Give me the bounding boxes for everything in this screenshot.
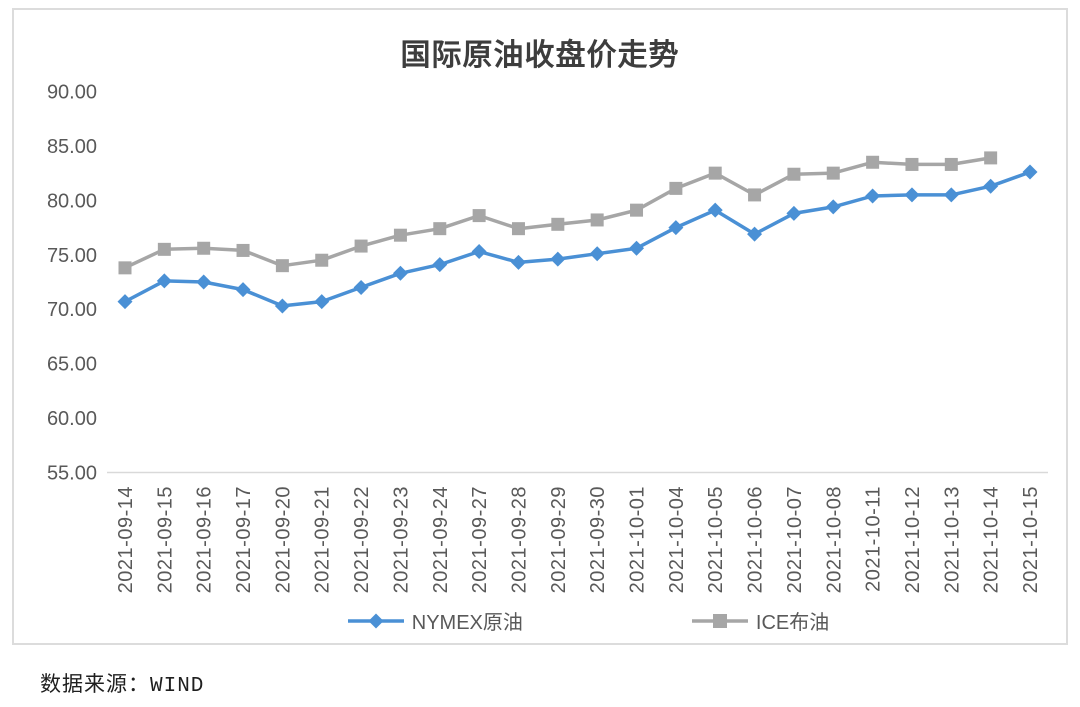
y-axis-tick-label: 55.00 xyxy=(47,463,97,485)
x-axis-tick-label: 2021-10-07 xyxy=(784,486,806,593)
data-point-marker xyxy=(590,213,604,227)
x-axis-tick-label: 2021-10-04 xyxy=(666,486,688,593)
data-point-marker xyxy=(433,222,447,236)
legend-label-ice: ICE布油 xyxy=(755,612,830,634)
y-axis-tick-label: 90.00 xyxy=(47,82,97,104)
data-point-marker xyxy=(707,202,723,218)
x-axis-tick-label: 2021-10-11 xyxy=(863,486,885,592)
nymex-line-diamond-icon xyxy=(347,613,404,628)
data-point-marker xyxy=(629,240,645,256)
x-axis-tick-label: 2021-09-21 xyxy=(312,486,334,593)
data-point-marker xyxy=(275,259,289,273)
line-chart-plot-area: 90.00 85.00 80.00 75.00 70.00 65.00 60.00 55.00… xyxy=(47,82,1048,593)
data-point-marker xyxy=(510,254,526,270)
data-point-marker xyxy=(550,251,566,267)
data-point-marker xyxy=(157,242,171,256)
data-point-marker xyxy=(432,257,448,273)
data-point-marker xyxy=(786,205,802,221)
data-point-marker xyxy=(904,187,920,203)
data-point-marker xyxy=(353,279,369,295)
series-markers-0 xyxy=(117,164,1038,314)
data-point-marker xyxy=(274,298,290,314)
data-point-marker xyxy=(392,265,408,281)
data-point-marker xyxy=(630,203,644,217)
data-point-marker xyxy=(551,217,565,231)
x-axis-tick-label: 2021-09-14 xyxy=(115,486,137,593)
series-markers-1 xyxy=(118,151,998,275)
data-point-marker xyxy=(668,220,684,236)
data-point-marker xyxy=(984,151,998,165)
data-point-marker xyxy=(708,166,722,180)
x-axis-tick-label: 2021-10-13 xyxy=(941,486,963,593)
data-point-marker xyxy=(787,167,801,181)
x-axis-labels: 2021-09-14 2021-09-15 2021-09-16 2021-09-17… xyxy=(115,486,1042,593)
data-point-marker xyxy=(825,199,841,215)
x-axis-tick-label: 2021-10-05 xyxy=(705,486,727,593)
x-axis-tick-label: 2021-10-08 xyxy=(823,486,845,593)
data-point-marker xyxy=(471,244,487,260)
data-point-marker xyxy=(865,188,881,204)
data-point-marker xyxy=(314,294,330,310)
series-line-0 xyxy=(123,170,1032,308)
data-point-marker xyxy=(472,209,486,223)
x-axis-tick-label: 2021-10-15 xyxy=(1020,486,1042,593)
data-point-marker xyxy=(669,181,683,195)
x-axis-tick-label: 2021-09-15 xyxy=(154,486,176,593)
data-point-marker xyxy=(589,246,605,262)
data-point-marker xyxy=(354,239,368,253)
data-point-marker xyxy=(826,166,840,180)
x-axis-tick-label: 2021-10-12 xyxy=(902,486,924,593)
data-point-marker xyxy=(118,261,132,275)
data-source-note: 数据来源：WIND xyxy=(40,675,205,698)
x-axis-tick-label: 2021-10-06 xyxy=(745,486,767,593)
data-point-marker xyxy=(156,273,172,289)
data-point-marker xyxy=(905,157,919,171)
data-point-marker xyxy=(866,155,880,169)
x-axis-tick-label: 2021-10-01 xyxy=(627,486,649,593)
legend-label-nymex: NYMEX原油 xyxy=(411,612,523,634)
x-axis-tick-label: 2021-09-28 xyxy=(508,486,530,593)
y-axis-tick-label: 80.00 xyxy=(47,190,97,212)
data-point-marker xyxy=(1022,164,1038,180)
data-point-marker xyxy=(944,157,958,171)
chart-title: 国际原油收盘价走势 xyxy=(400,39,680,72)
y-axis-tick-label: 85.00 xyxy=(47,136,97,158)
x-axis-tick-label: 2021-09-20 xyxy=(272,486,294,593)
data-point-marker xyxy=(236,243,250,257)
data-point-marker xyxy=(943,187,959,203)
data-point-marker xyxy=(747,226,763,242)
x-axis-tick-label: 2021-09-29 xyxy=(548,486,570,593)
data-point-marker xyxy=(196,274,212,290)
y-axis-tick-label: 70.00 xyxy=(47,299,97,321)
y-axis-tick-label: 75.00 xyxy=(47,245,97,267)
x-axis-tick-label: 2021-09-24 xyxy=(430,486,452,593)
legend-item-ice: ICE布油 xyxy=(691,606,829,635)
y-axis-tick-label: 65.00 xyxy=(47,354,97,376)
chart-border-box xyxy=(12,8,1068,645)
legend-item-nymex: NYMEX原油 xyxy=(347,606,523,635)
data-point-marker xyxy=(511,222,525,236)
y-axis-labels: 90.00 85.00 80.00 75.00 70.00 65.00 60.00 55.00 xyxy=(47,82,97,485)
data-point-marker xyxy=(393,228,407,242)
data-point-marker xyxy=(983,178,999,194)
x-axis-tick-label: 2021-09-17 xyxy=(233,486,255,593)
x-axis-tick-label: 2021-09-16 xyxy=(194,486,216,593)
y-axis-tick-label: 60.00 xyxy=(47,408,97,430)
series-line-1 xyxy=(123,156,993,270)
x-axis-tick-label: 2021-09-22 xyxy=(351,486,373,593)
data-point-marker xyxy=(117,294,133,310)
x-axis-tick-label: 2021-09-23 xyxy=(390,486,412,593)
ice-line-square-icon xyxy=(691,613,748,628)
data-point-marker xyxy=(235,282,251,298)
x-axis-tick-label: 2021-09-30 xyxy=(587,486,609,593)
data-point-marker xyxy=(197,241,211,255)
chart-legend: NYMEX原油 ICE布油 xyxy=(48,606,1080,635)
x-axis-tick-label: 2021-10-14 xyxy=(981,486,1003,593)
x-axis-tick-label: 2021-09-27 xyxy=(469,486,491,593)
data-point-marker xyxy=(315,253,329,267)
data-point-marker xyxy=(748,188,762,202)
